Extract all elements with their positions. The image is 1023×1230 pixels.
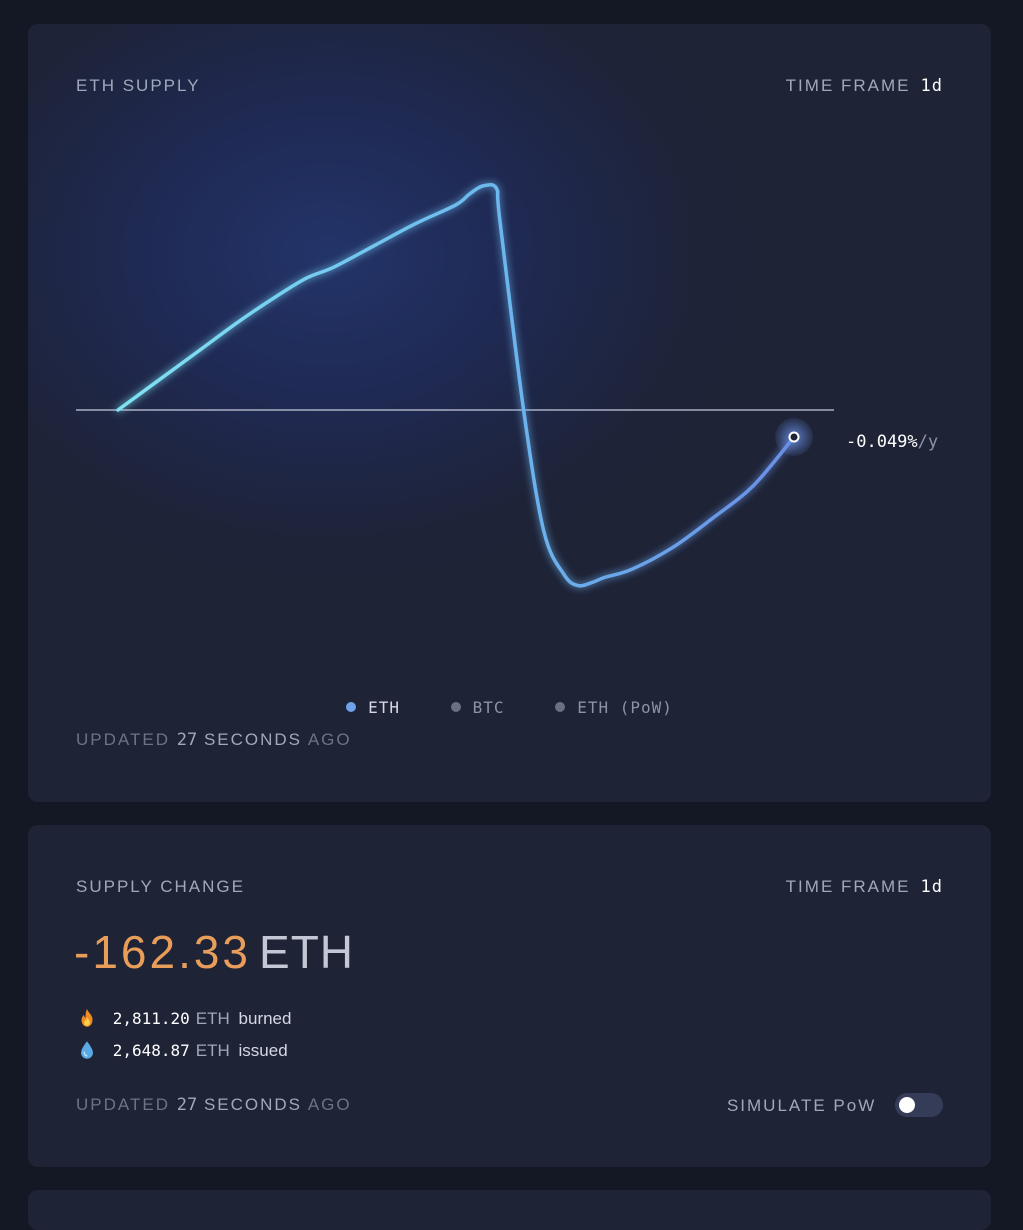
updated-suffix: AGO — [307, 1095, 352, 1114]
change-card-title: SUPPLY CHANGE — [76, 877, 245, 896]
issued-label: issued — [238, 1041, 288, 1060]
chart-end-value-number: -0.049% — [846, 432, 918, 452]
supply-change-value: -162.33 ETH — [74, 925, 354, 979]
supply-change-unit: ETH — [259, 926, 355, 978]
legend-label-eth: ETH — [368, 698, 400, 717]
burned-label: burned — [238, 1009, 292, 1028]
droplet-icon — [81, 1041, 93, 1059]
legend-dot-btc — [450, 702, 461, 712]
issued-row: 2,648.87 ETH issued — [76, 1039, 288, 1061]
issued-value: 2,648.87 — [112, 1041, 190, 1060]
updated-unit: SECONDS — [203, 730, 303, 749]
time-frame-label: TIME FRAME — [785, 76, 911, 95]
fire-icon — [81, 1008, 93, 1027]
legend-item-eth[interactable]: ETH — [346, 698, 400, 717]
supply-card-title: ETH SUPPLY — [76, 76, 201, 95]
chart-end-value: -0.049%/y — [846, 432, 938, 452]
burned-unit: ETH — [195, 1009, 230, 1028]
change-time-frame[interactable]: TIME FRAME 1d — [786, 877, 943, 897]
change-updated-status: UPDATED 27 SECONDS AGO — [76, 1095, 352, 1115]
chart-end-value-unit: /y — [917, 432, 939, 452]
updated-prefix: UPDATED — [76, 730, 170, 749]
simulate-pow-toggle[interactable] — [895, 1093, 943, 1117]
supply-time-frame[interactable]: TIME FRAME 1d — [786, 76, 943, 96]
simulate-pow-control: SIMULATE PoW — [727, 1093, 943, 1117]
issued-unit: ETH — [195, 1041, 230, 1060]
updated-unit: SECONDS — [203, 1095, 303, 1114]
time-frame-value[interactable]: 1d — [920, 76, 943, 96]
eth-supply-card: ETH SUPPLY TIME FRAME 1d -0.049%/y — [28, 24, 991, 802]
legend-dot-eth-pow — [555, 702, 566, 712]
updated-suffix: AGO — [307, 730, 352, 749]
supply-change-number: -162.33 — [74, 926, 252, 978]
time-frame-value[interactable]: 1d — [920, 877, 943, 897]
legend-item-eth-pow[interactable]: ETH (PoW) — [555, 698, 673, 717]
chart-end-point[interactable] — [788, 431, 800, 443]
legend-label-btc: BTC — [472, 698, 505, 717]
next-card — [28, 1190, 991, 1230]
updated-prefix: UPDATED — [76, 1095, 170, 1114]
supply-change-card: SUPPLY CHANGE TIME FRAME 1d -162.33 ETH 2,… — [28, 825, 991, 1167]
legend-dot-eth — [346, 702, 357, 712]
toggle-knob — [899, 1097, 915, 1113]
updated-number: 27 — [176, 1095, 198, 1115]
chart-legend: ETH BTC ETH (PoW) — [28, 698, 991, 717]
legend-label-eth-pow: ETH (PoW) — [577, 698, 673, 717]
simulate-pow-label: SIMULATE PoW — [726, 1096, 877, 1115]
updated-number: 27 — [176, 730, 198, 750]
burned-row: 2,811.20 ETH burned — [76, 1007, 291, 1029]
burned-value: 2,811.20 — [112, 1009, 190, 1028]
eth-series-line — [116, 182, 796, 588]
time-frame-label: TIME FRAME — [785, 877, 911, 896]
legend-item-btc[interactable]: BTC — [450, 698, 505, 717]
supply-chart — [76, 182, 834, 588]
supply-updated-status: UPDATED 27 SECONDS AGO — [76, 730, 352, 750]
